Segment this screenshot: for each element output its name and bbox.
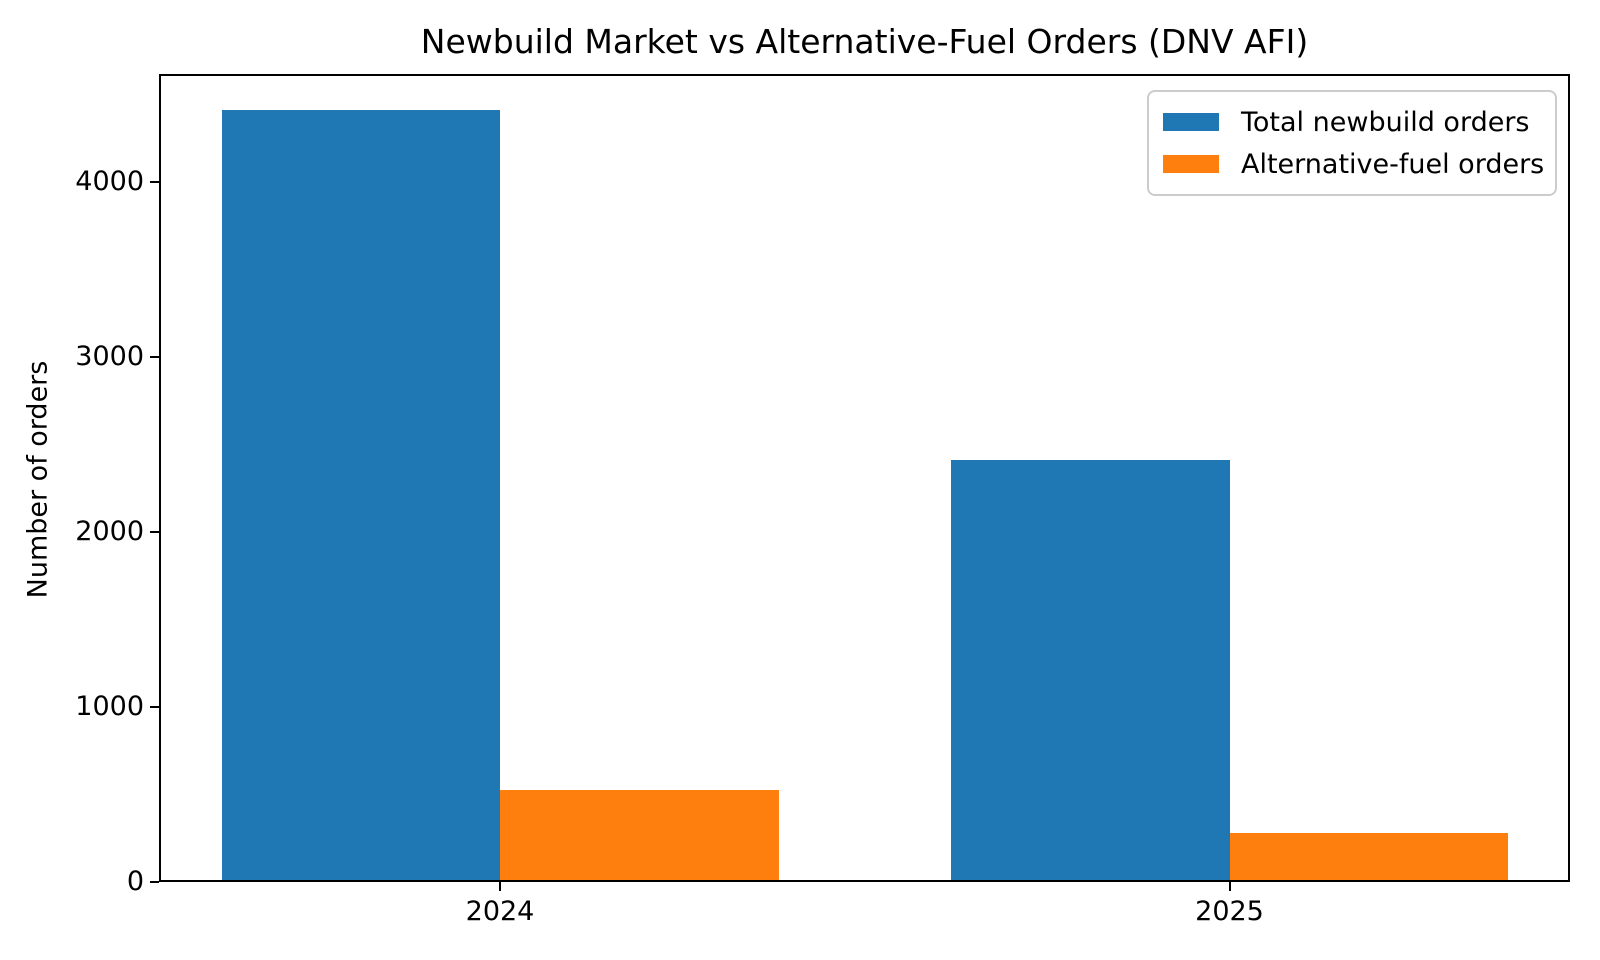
y-tick-mark xyxy=(150,531,159,534)
y-tick-label: 3000 xyxy=(75,341,144,373)
legend-label: Total newbuild orders xyxy=(1241,106,1530,138)
bar-altfuel-2025 xyxy=(1229,832,1508,880)
bar-altfuel-2024 xyxy=(500,789,779,880)
y-axis-label: Number of orders xyxy=(22,360,54,599)
y-tick-mark xyxy=(150,881,159,883)
x-tick-mark xyxy=(1228,882,1231,891)
x-tick-mark xyxy=(499,882,501,891)
y-tick-label: 0 xyxy=(126,866,144,897)
y-tick-label: 4000 xyxy=(75,166,144,198)
y-tick-label: 1000 xyxy=(75,691,144,723)
x-tick-label: 2025 xyxy=(1195,896,1264,927)
x-tick-label: 2024 xyxy=(465,896,535,927)
legend: Total newbuild orders Alternative-fuel o… xyxy=(1147,90,1557,196)
chart-title: Newbuild Market vs Alternative-Fuel Orde… xyxy=(420,22,1309,61)
legend-item: Alternative-fuel orders xyxy=(1163,143,1545,185)
bar-total-2025 xyxy=(951,460,1230,880)
legend-item: Total newbuild orders xyxy=(1163,101,1541,143)
legend-label: Alternative-fuel orders xyxy=(1241,148,1545,180)
legend-swatch-alternative-fuel xyxy=(1163,155,1219,173)
y-tick-mark xyxy=(150,181,159,184)
y-tick-mark xyxy=(150,706,159,709)
y-tick-label: 2000 xyxy=(75,516,144,548)
legend-swatch-total-newbuild xyxy=(1163,113,1219,131)
y-tick-mark xyxy=(150,356,159,359)
plot-area xyxy=(159,74,1570,882)
bar-total-2024 xyxy=(221,110,500,880)
